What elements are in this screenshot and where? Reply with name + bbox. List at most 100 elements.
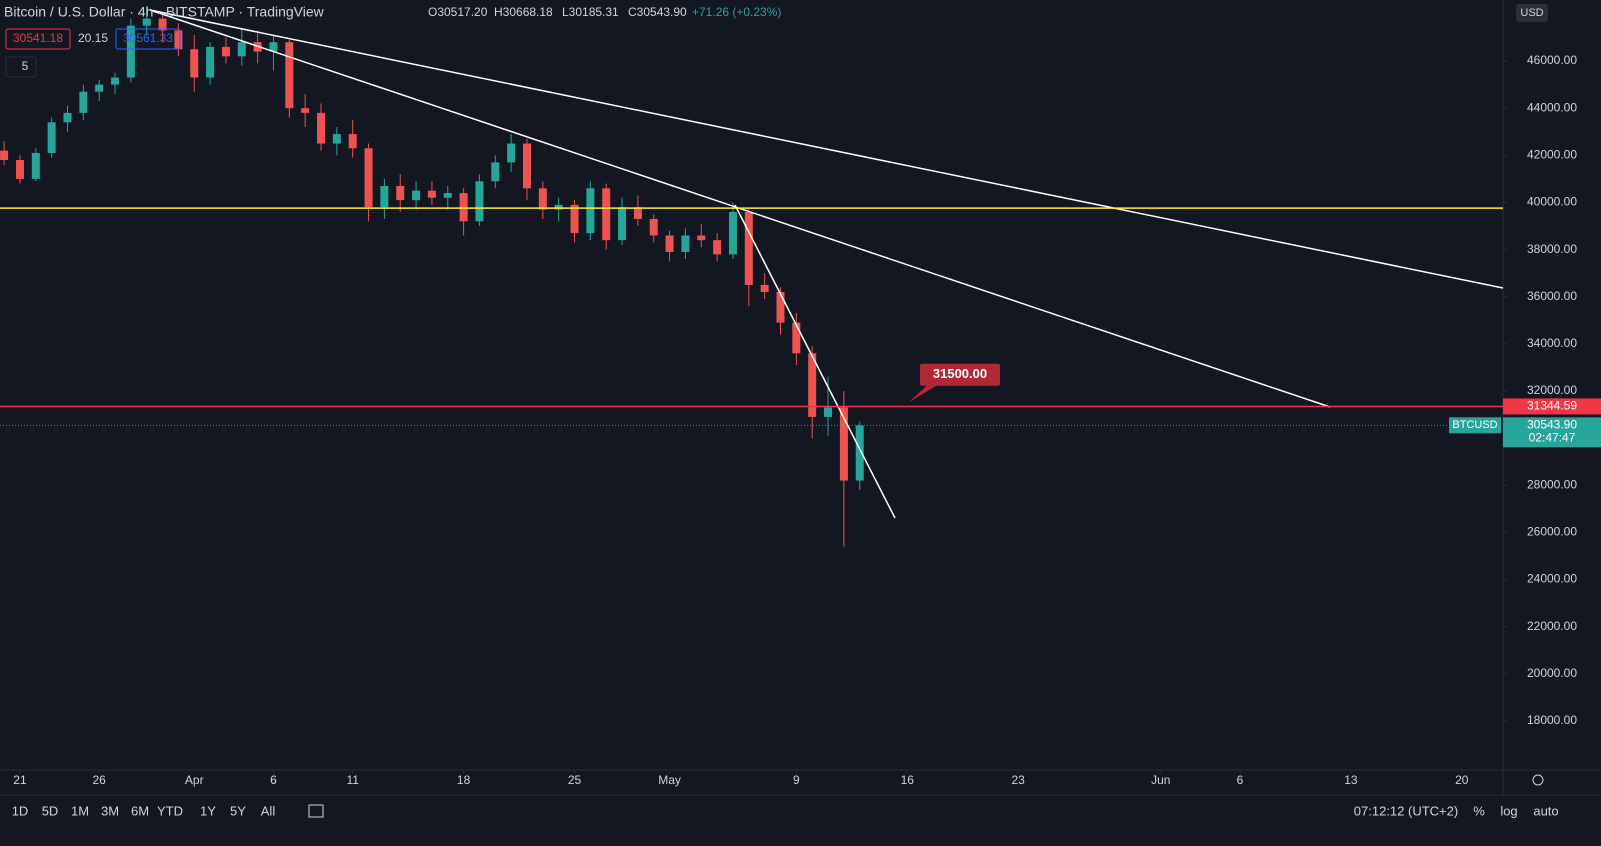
symbol: BTCUSD	[1452, 419, 1497, 431]
indicators-toggle[interactable]	[5, 56, 37, 78]
candle-body	[491, 162, 500, 182]
buy-button[interactable]	[115, 28, 181, 50]
candle-body	[301, 108, 310, 113]
candle-body	[681, 235, 690, 252]
candle-body	[348, 134, 357, 149]
y-tick-label: 18000.00	[1527, 713, 1577, 727]
indicator-count[interactable]: 5	[22, 59, 29, 73]
ohlc-high: H30668.18	[494, 5, 553, 19]
price-label-bg	[1503, 398, 1601, 415]
candle-body	[174, 30, 183, 50]
y-tick-label: 32000.00	[1527, 383, 1577, 397]
candle-body	[364, 148, 373, 208]
y-tick-label: 34000.00	[1527, 336, 1577, 350]
ohlc-change: +71.26 (+0.23%)	[692, 5, 781, 19]
x-tick-label: 6	[1237, 773, 1244, 787]
candle-body	[111, 77, 120, 85]
candle-body	[126, 25, 135, 78]
candle-body	[158, 18, 167, 31]
date-range-icon[interactable]	[308, 804, 324, 818]
range-button[interactable]: 5Y	[230, 803, 246, 818]
candle-body	[237, 42, 246, 57]
sell-button[interactable]	[5, 28, 71, 50]
candle-body	[824, 407, 833, 417]
candle-body	[697, 235, 706, 241]
candle-body	[412, 190, 421, 201]
candle-body	[285, 42, 294, 109]
sell-price[interactable]: 30541.18	[13, 31, 63, 45]
candle-body	[776, 292, 785, 323]
x-tick-label: 16	[901, 773, 915, 787]
ohlc-open: O30517.20	[428, 5, 488, 19]
x-tick-label: 6	[270, 773, 277, 787]
y-tick-label: 26000.00	[1527, 525, 1577, 539]
symbol-badge	[1449, 417, 1501, 434]
candle-body	[665, 235, 674, 252]
candle-body	[221, 46, 230, 57]
range-button[interactable]: 1D	[12, 803, 29, 818]
candle-body	[728, 211, 737, 255]
x-tick-label: 9	[793, 773, 800, 787]
range-button[interactable]: All	[261, 803, 276, 818]
candle-body	[554, 204, 563, 210]
y-tick-label: 20000.00	[1527, 666, 1577, 680]
trendline	[734, 204, 896, 519]
y-tick-label: 42000.00	[1527, 147, 1577, 161]
x-tick-label: 20	[1455, 773, 1469, 787]
settings-icon[interactable]	[1532, 774, 1544, 786]
x-tick-label: 23	[1011, 773, 1025, 787]
range-button[interactable]: 1M	[71, 803, 89, 818]
candle-body	[142, 18, 151, 26]
range-button[interactable]: 6M	[131, 803, 149, 818]
ohlc-low: L30185.31	[562, 5, 619, 19]
x-tick-label: 21	[13, 773, 27, 787]
candle-body	[332, 134, 341, 144]
candle-body	[808, 353, 817, 417]
candle-body	[586, 188, 595, 234]
candle-body	[380, 185, 389, 208]
plot	[0, 6, 864, 547]
last-price: 30543.90	[1527, 418, 1577, 432]
currency-button[interactable]	[1516, 4, 1548, 22]
callout	[920, 363, 1000, 386]
x-tick-label: Apr	[185, 773, 204, 787]
auto-toggle[interactable]: auto	[1533, 803, 1558, 818]
spread: 20.15	[78, 31, 108, 45]
header: Bitcoin / U.S. Dollar · 4h · BITSTAMP · …	[4, 4, 781, 78]
y-tick-label: 24000.00	[1527, 572, 1577, 586]
candle-body	[317, 112, 326, 144]
candle-body	[47, 122, 56, 153]
y-tick-label: 44000.00	[1527, 100, 1577, 114]
callout-pointer	[908, 384, 938, 403]
candle-body	[15, 160, 24, 179]
candle-body	[855, 425, 864, 481]
range-button[interactable]: 1Y	[200, 803, 216, 818]
candle-body	[570, 204, 579, 234]
candle-body	[206, 46, 215, 78]
candle-body	[618, 207, 627, 241]
callout-label: 31500.00	[933, 366, 987, 381]
candle-body	[443, 193, 452, 198]
currency[interactable]: USD	[1520, 7, 1543, 19]
percent-toggle[interactable]: %	[1473, 803, 1485, 818]
y-tick-label: 46000.00	[1527, 53, 1577, 67]
log-toggle[interactable]: log	[1500, 803, 1517, 818]
y-tick-label: 28000.00	[1527, 477, 1577, 491]
y-tick-label: 36000.00	[1527, 289, 1577, 303]
buy-price[interactable]: 30561.33	[123, 31, 173, 45]
range-button[interactable]: YTD	[157, 803, 183, 818]
ohlc-close: C30543.90	[628, 5, 687, 19]
candle-body	[760, 284, 769, 293]
y-tick-label: 40000.00	[1527, 195, 1577, 209]
range-button[interactable]: 5D	[42, 803, 59, 818]
candle-body	[396, 185, 405, 201]
range-button[interactable]: 3M	[101, 803, 119, 818]
candle-body	[602, 188, 611, 241]
candle-body	[522, 143, 531, 189]
candle-body	[538, 188, 547, 210]
candle-body	[713, 240, 722, 255]
x-tick-label: 26	[93, 773, 107, 787]
candle-body	[459, 193, 468, 222]
